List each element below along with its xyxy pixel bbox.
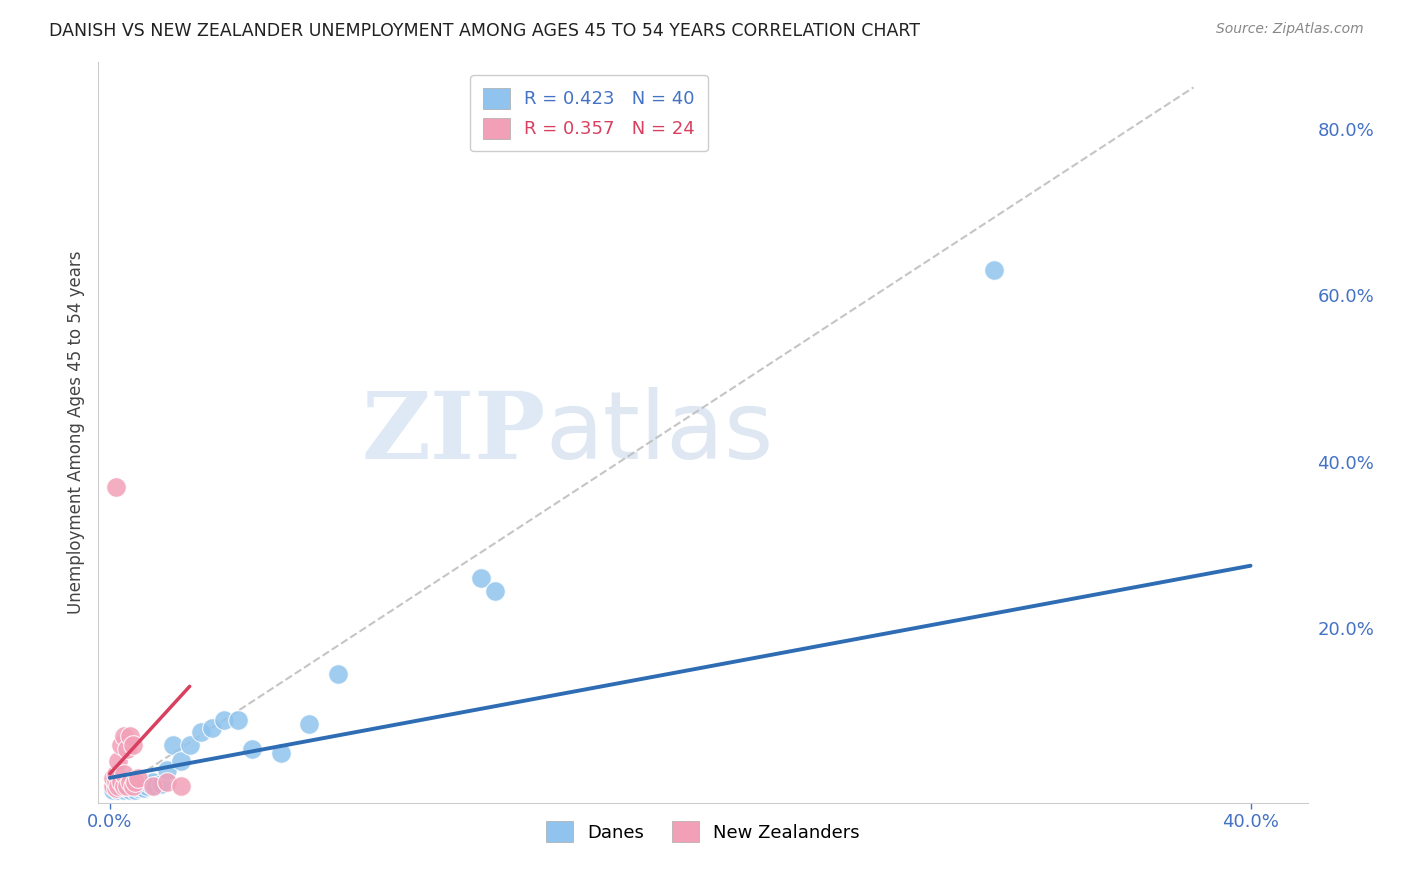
Point (115, 741, 138, 756)
Point (110, 775, 132, 789)
Point (127, 780, 149, 795)
Point (107, 779, 129, 793)
Point (156, 775, 179, 789)
Point (484, 583, 506, 598)
Point (121, 779, 143, 793)
Text: DANISH VS NEW ZEALANDER UNEMPLOYMENT AMONG AGES 45 TO 54 YEARS CORRELATION CHART: DANISH VS NEW ZEALANDER UNEMPLOYMENT AMO… (49, 22, 920, 40)
Point (226, 713, 249, 727)
Point (150, 777, 173, 791)
Point (101, 771, 124, 785)
Point (118, 775, 141, 789)
Point (127, 771, 149, 785)
Point (112, 779, 135, 793)
Point (101, 779, 124, 793)
Point (101, 783, 124, 797)
Point (121, 777, 143, 791)
Point (326, 666, 349, 681)
Text: Source: ZipAtlas.com: Source: ZipAtlas.com (1216, 22, 1364, 37)
Point (142, 775, 165, 789)
Point (107, 777, 129, 791)
Point (121, 780, 143, 795)
Point (115, 779, 138, 793)
Point (112, 779, 135, 793)
Point (104, 780, 127, 795)
Point (121, 738, 143, 752)
Point (104, 766, 127, 780)
Point (112, 783, 135, 797)
Point (179, 738, 201, 752)
Point (129, 777, 152, 791)
Point (201, 721, 224, 735)
Point (104, 775, 127, 789)
Point (112, 729, 135, 743)
Point (104, 779, 127, 793)
Point (170, 754, 193, 768)
Y-axis label: Unemployment Among Ages 45 to 54 years: Unemployment Among Ages 45 to 54 years (66, 251, 84, 615)
Point (110, 780, 132, 795)
Legend: Danes, New Zealanders: Danes, New Zealanders (538, 814, 868, 849)
Point (270, 746, 292, 760)
Point (298, 716, 321, 731)
Point (110, 775, 132, 789)
Point (190, 725, 212, 739)
Point (110, 738, 132, 752)
Point (118, 729, 141, 743)
Point (127, 779, 149, 793)
Text: atlas: atlas (546, 386, 775, 479)
Point (135, 779, 157, 793)
Text: ZIP: ZIP (361, 388, 546, 477)
Point (139, 777, 162, 791)
Point (115, 777, 138, 791)
Point (118, 783, 141, 797)
Point (107, 754, 129, 768)
Point (470, 571, 492, 585)
Point (107, 783, 129, 797)
Point (983, 263, 1005, 277)
Point (156, 763, 179, 777)
Point (162, 738, 184, 752)
Point (132, 780, 155, 795)
Point (142, 779, 165, 793)
Point (145, 779, 167, 793)
Point (104, 780, 127, 795)
Point (104, 480, 127, 494)
Point (118, 779, 141, 793)
Point (170, 779, 193, 793)
Point (212, 713, 235, 727)
Point (124, 775, 146, 789)
Point (115, 780, 138, 795)
Point (124, 783, 146, 797)
Point (112, 766, 135, 780)
Point (242, 741, 264, 756)
